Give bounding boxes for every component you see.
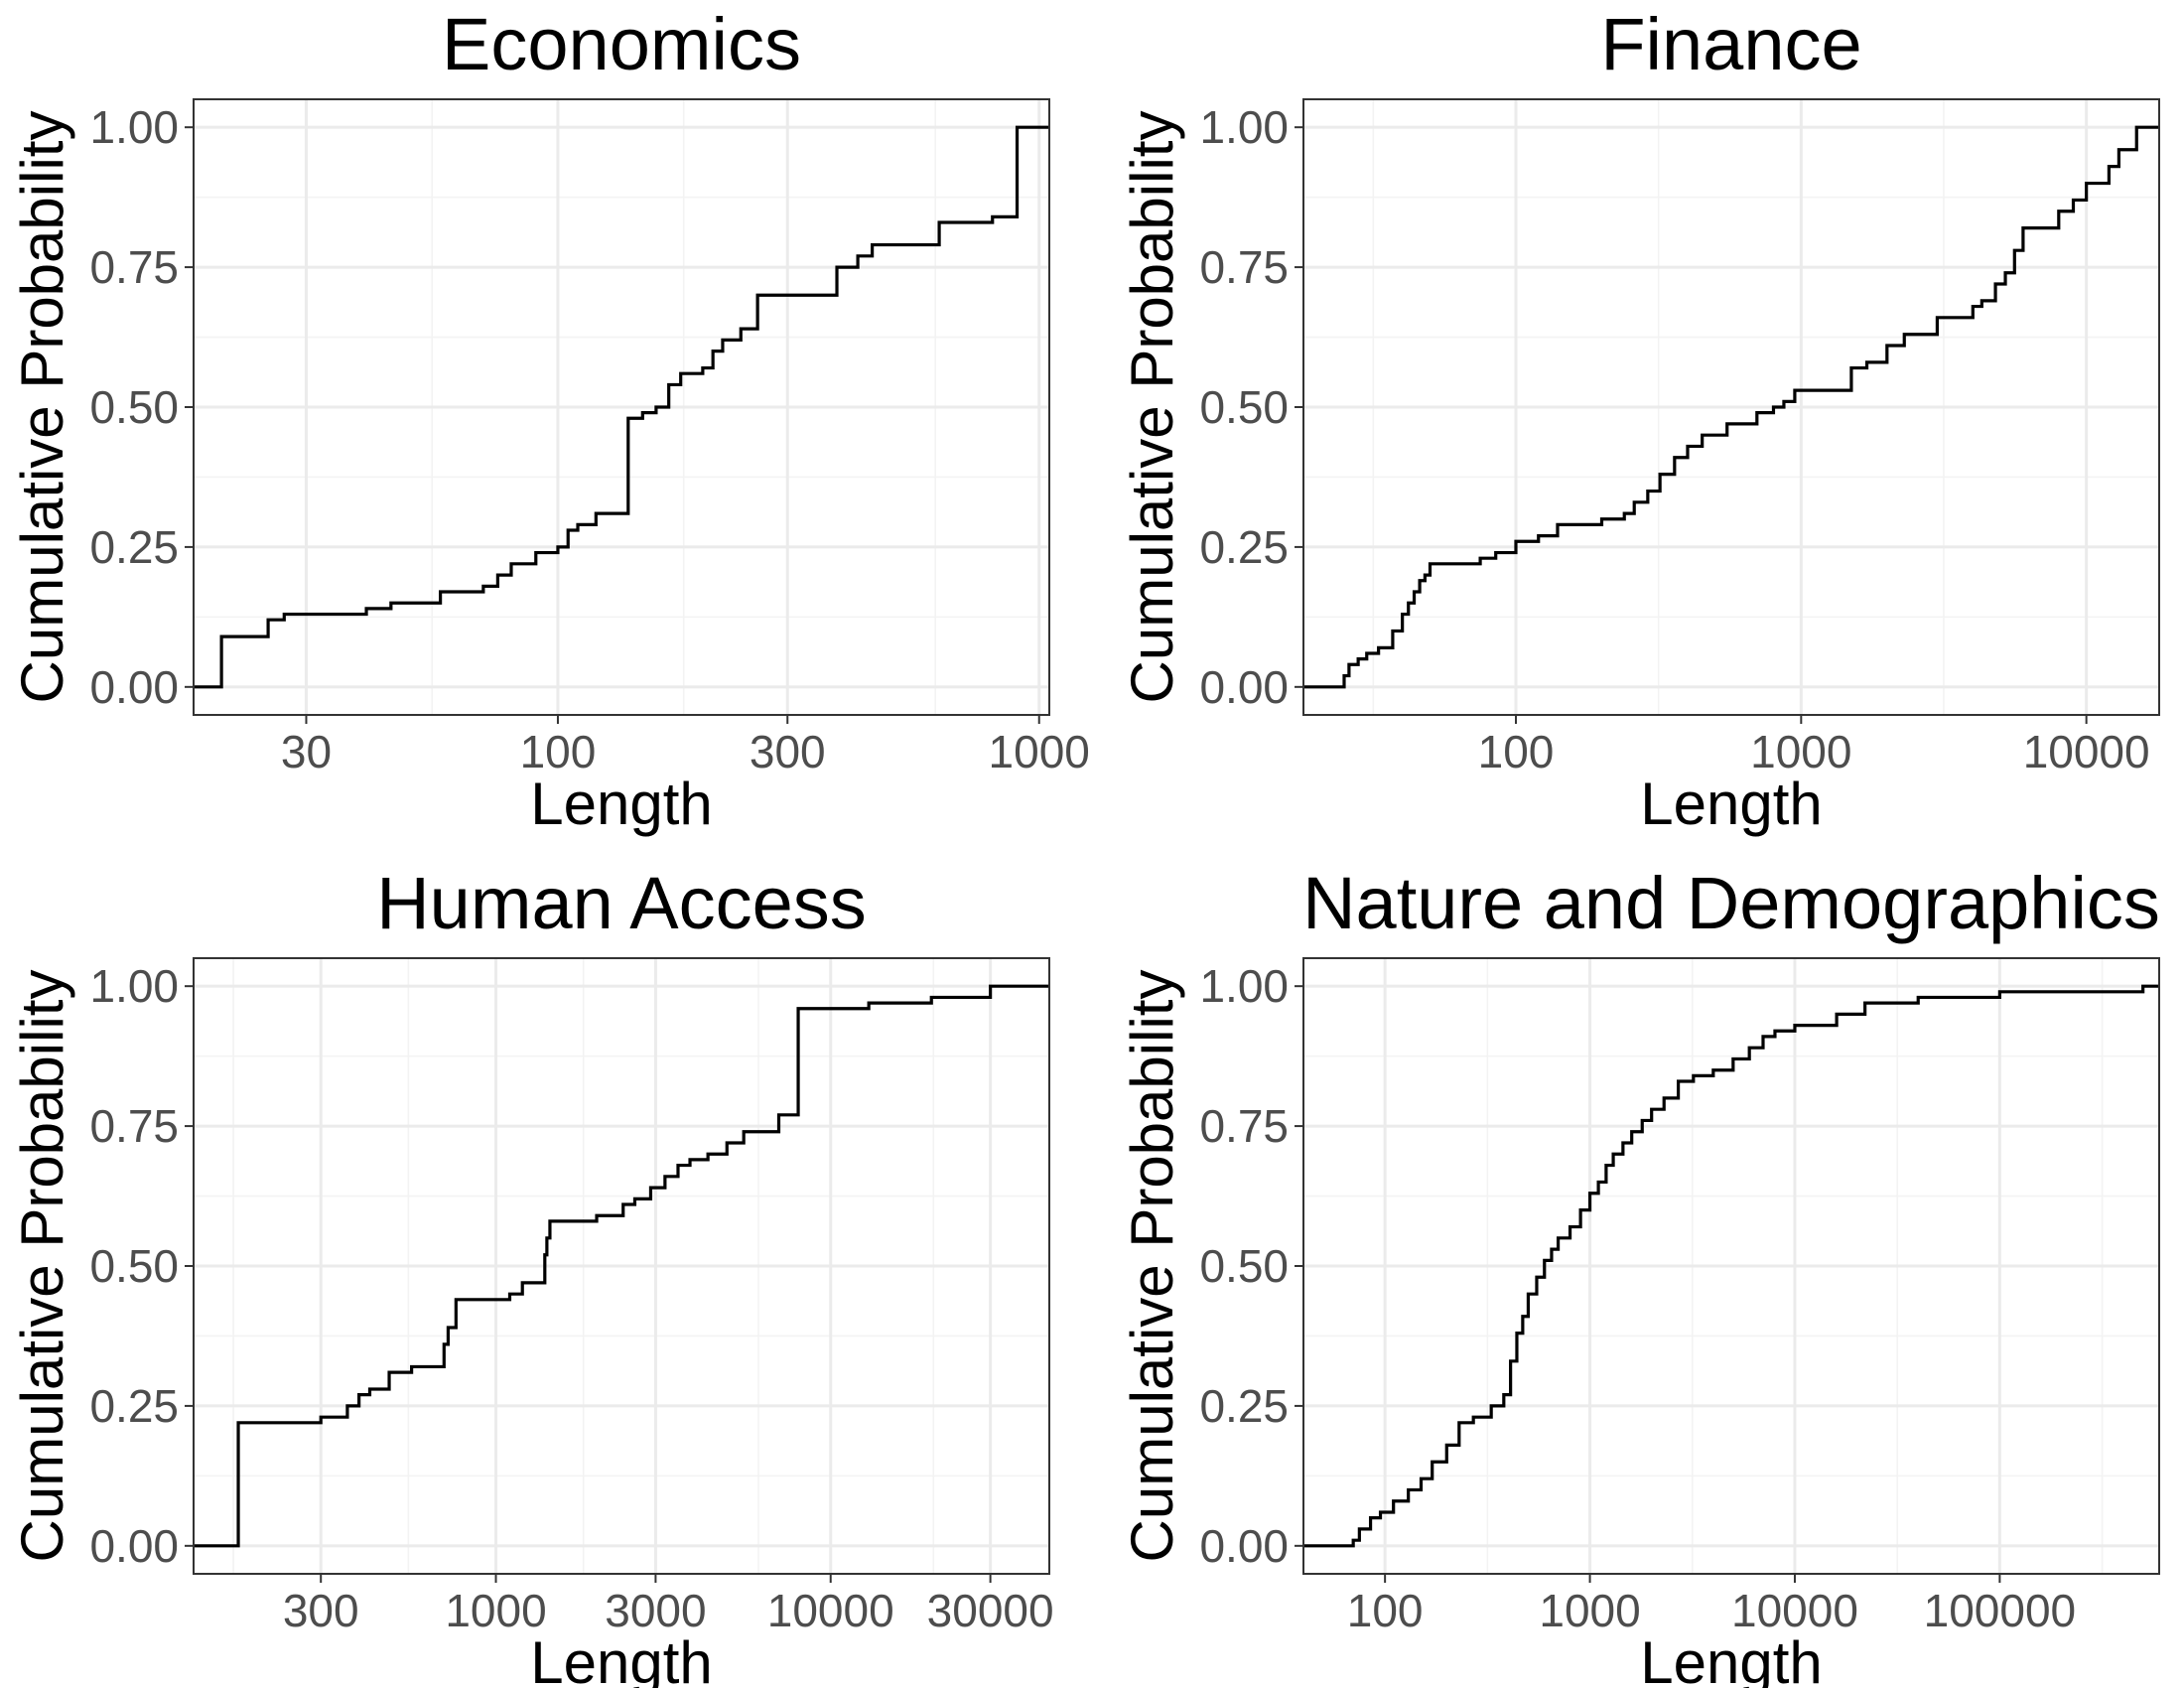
panel-nature-and-demographics: 100 1000 10000 100000 0.00 0.25 0.50 0.75 1.00Na… [1119, 862, 2160, 1688]
y-axis-title: Cumulative Probability [9, 111, 75, 704]
y-axis-title: Cumulative Probability [9, 970, 75, 1563]
y-tick-label: 0.00 [1199, 1520, 1289, 1572]
ecdf-step-line-nature-and-demographics [1303, 984, 2159, 1548]
y-tick-label: 0.75 [1199, 241, 1289, 293]
x-axis-title: Length [530, 771, 713, 837]
x-tick-label: 10000 [2023, 726, 2150, 777]
ecdf-step-line-economics [194, 125, 1049, 689]
panel-finance: 100 1000 10000 0.00 0.25 0.50 0.75 1.00 Finance L… [1119, 3, 2160, 837]
y-tick-label: 0.00 [89, 661, 179, 713]
x-tick-label: 30 [281, 726, 332, 777]
y-tick-label: 0.50 [89, 381, 179, 433]
x-tick-label: 100000 [1924, 1585, 2077, 1636]
x-tick-label: 300 [750, 726, 826, 777]
y-axis-title: Cumulative Probability [1119, 970, 1185, 1563]
y-tick-label: 0.25 [1199, 1380, 1289, 1432]
panel-title: Finance [1600, 3, 1861, 85]
panel-human-access: 300 1000 3000 10000 30000 0.00 0.25 0.50 0.75 1.0… [9, 862, 1054, 1688]
x-tick-label: 3000 [605, 1585, 706, 1636]
panel-title: Nature and Demographics [1302, 862, 2160, 944]
y-axis-title: Cumulative Probability [1119, 111, 1185, 704]
y-tick-label: 0.75 [1199, 1100, 1289, 1152]
y-tick-label: 0.50 [1199, 381, 1289, 433]
y-tick-label: 1.00 [1199, 960, 1289, 1012]
x-tick-label: 10000 [1731, 1585, 1858, 1636]
panel-title: Human Access [376, 862, 867, 944]
x-tick-label: 1000 [445, 1585, 546, 1636]
y-tick-label: 1.00 [89, 960, 179, 1012]
y-tick-label: 0.00 [89, 1520, 179, 1572]
y-tick-label: 0.50 [1199, 1240, 1289, 1292]
y-tick-label: 0.25 [1199, 521, 1289, 573]
y-tick-label: 1.00 [89, 101, 179, 153]
x-tick-label: 1000 [989, 726, 1090, 777]
y-tick-label: 0.75 [89, 1100, 179, 1152]
y-tick-label: 0.75 [89, 241, 179, 293]
x-tick-label: 10000 [767, 1585, 894, 1636]
y-tick-label: 0.00 [1199, 661, 1289, 713]
ecdf-step-line-human-access [194, 984, 1049, 1548]
x-tick-label: 100 [1478, 726, 1555, 777]
y-tick-label: 0.25 [89, 1380, 179, 1432]
x-tick-label: 1000 [1539, 1585, 1640, 1636]
x-axis-title: Length [1640, 771, 1823, 837]
y-tick-label: 1.00 [1199, 101, 1289, 153]
x-tick-label: 300 [283, 1585, 359, 1636]
x-tick-label: 100 [1347, 1585, 1424, 1636]
y-tick-label: 0.25 [89, 521, 179, 573]
x-tick-label: 100 [520, 726, 597, 777]
x-axis-title: Length [530, 1629, 713, 1688]
x-axis-title: Length [1640, 1629, 1823, 1688]
y-tick-label: 0.50 [89, 1240, 179, 1292]
panel-title: Economics [442, 3, 801, 85]
x-tick-label: 30000 [927, 1585, 1054, 1636]
panel-economics: 30 100 300 1000 0.00 0.25 0.50 0.75 1.00 Economic… [9, 3, 1090, 837]
ecdf-step-line-finance [1303, 125, 2159, 689]
x-tick-label: 1000 [1750, 726, 1851, 777]
